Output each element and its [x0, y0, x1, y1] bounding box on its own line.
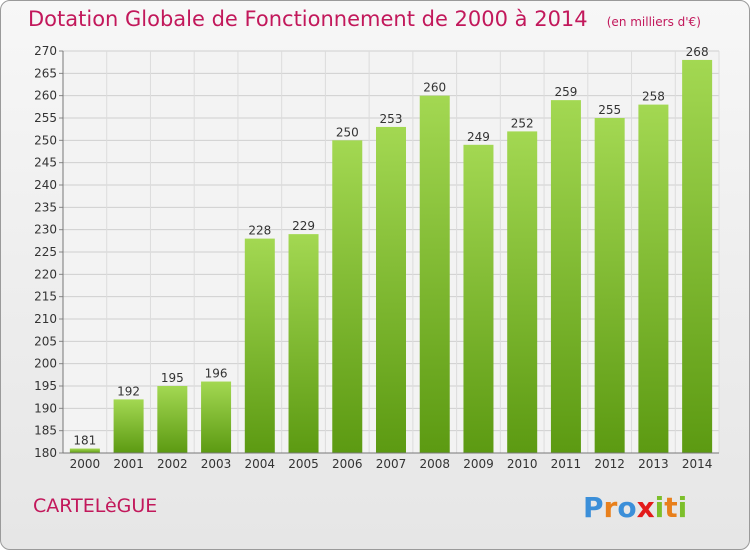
bar [419, 95, 450, 454]
y-tick-label: 195 [34, 379, 57, 393]
data-label: 268 [686, 45, 709, 59]
bar [550, 100, 581, 453]
x-tick-label: 2009 [463, 457, 494, 471]
proxiti-logo: Proxiti [583, 491, 687, 524]
bar [463, 144, 494, 454]
x-tick-label: 2014 [682, 457, 713, 471]
x-tick-label: 2008 [419, 457, 450, 471]
commune-name: CARTELèGUE [33, 495, 158, 517]
x-tick-label: 2000 [70, 457, 101, 471]
unit-note: (en milliers d'€) [606, 15, 701, 29]
data-label: 259 [554, 85, 577, 99]
x-tick-label: 2012 [594, 457, 625, 471]
bar [682, 59, 713, 453]
x-tick-label: 2003 [201, 457, 232, 471]
bar [244, 238, 275, 453]
y-tick-label: 215 [34, 290, 57, 304]
y-tick-label: 220 [34, 267, 57, 281]
y-tick-label: 250 [34, 133, 57, 147]
data-label: 253 [380, 112, 403, 126]
y-tick-label: 245 [34, 156, 57, 170]
y-tick-label: 180 [34, 446, 57, 460]
bar [157, 386, 188, 453]
y-tick-label: 190 [34, 401, 57, 415]
x-tick-label: 2006 [332, 457, 363, 471]
bar [507, 131, 538, 453]
y-tick-label: 255 [34, 111, 57, 125]
y-tick-label: 235 [34, 200, 57, 214]
bar [288, 234, 319, 453]
x-tick-label: 2007 [376, 457, 407, 471]
data-label: 260 [423, 81, 446, 95]
bar [332, 140, 363, 454]
bar [638, 104, 669, 453]
bar [594, 118, 625, 453]
y-tick-label: 230 [34, 223, 57, 237]
x-tick-label: 2010 [507, 457, 538, 471]
y-tick-label: 205 [34, 334, 57, 348]
bar [69, 448, 100, 453]
data-label: 249 [467, 130, 490, 144]
x-tick-label: 2013 [638, 457, 669, 471]
x-tick-label: 2005 [288, 457, 319, 471]
x-tick-label: 2004 [245, 457, 276, 471]
x-tick-label: 2002 [157, 457, 188, 471]
bar [376, 126, 406, 453]
data-label: 258 [642, 90, 665, 104]
data-label: 181 [73, 434, 96, 448]
bar [113, 399, 144, 453]
data-label: 229 [292, 219, 315, 233]
x-tick-label: 2011 [551, 457, 582, 471]
data-label: 192 [117, 384, 140, 398]
data-label: 252 [511, 116, 534, 130]
y-tick-label: 210 [34, 312, 57, 326]
y-tick-label: 240 [34, 178, 57, 192]
data-label: 195 [161, 371, 184, 385]
y-tick-label: 260 [34, 89, 57, 103]
bar [201, 381, 232, 453]
y-tick-label: 270 [34, 44, 57, 58]
y-tick-label: 225 [34, 245, 57, 259]
chart-title-text: Dotation Globale de Fonctionnement de 20… [28, 7, 588, 31]
y-tick-label: 200 [34, 357, 57, 371]
y-tick-label: 265 [34, 66, 57, 80]
data-label: 196 [205, 367, 228, 381]
y-tick-label: 185 [34, 424, 57, 438]
svg-text:Proxiti: Proxiti [583, 491, 687, 524]
data-label: 255 [598, 103, 621, 117]
x-tick-label: 2001 [113, 457, 144, 471]
chart-title: Dotation Globale de Fonctionnement de 20… [28, 7, 701, 31]
data-label: 250 [336, 125, 359, 139]
data-label: 228 [248, 224, 271, 238]
